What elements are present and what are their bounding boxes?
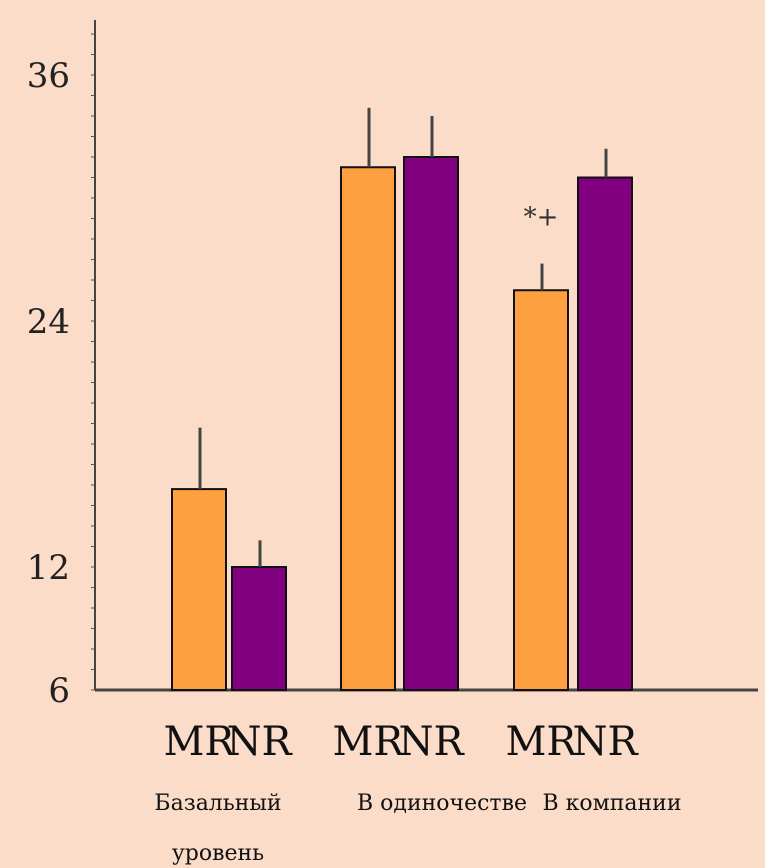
group-label: В компании — [542, 791, 681, 816]
bars-layer — [171, 107, 633, 691]
x-tick-label-mr: MR — [332, 719, 405, 765]
y-tick-label: 36 — [27, 56, 70, 96]
bar-nr-2 — [403, 156, 459, 691]
y-tick-label: 24 — [27, 302, 70, 342]
x-tick-label-nr: NR — [572, 719, 639, 765]
x-tick-label-nr: NR — [226, 719, 293, 765]
x-tick-label-nr: NR — [398, 719, 465, 765]
x-tick-label-mr: MR — [505, 719, 578, 765]
bar-nr-3 — [577, 176, 633, 691]
y-tick-label: 12 — [27, 548, 70, 588]
y-tick-label: 6 — [48, 671, 70, 711]
bar-nr-1 — [231, 566, 287, 691]
significance-annotation: *+ — [524, 203, 559, 233]
x-tick-label-mr: MR — [163, 719, 236, 765]
group-label: В одиночестве — [357, 791, 527, 816]
bar-mr-3 — [513, 289, 569, 691]
group-label: уровень — [172, 841, 264, 866]
group-label: Базальный — [154, 791, 281, 816]
bar-mr-1 — [171, 488, 227, 691]
bar-mr-2 — [340, 166, 396, 691]
